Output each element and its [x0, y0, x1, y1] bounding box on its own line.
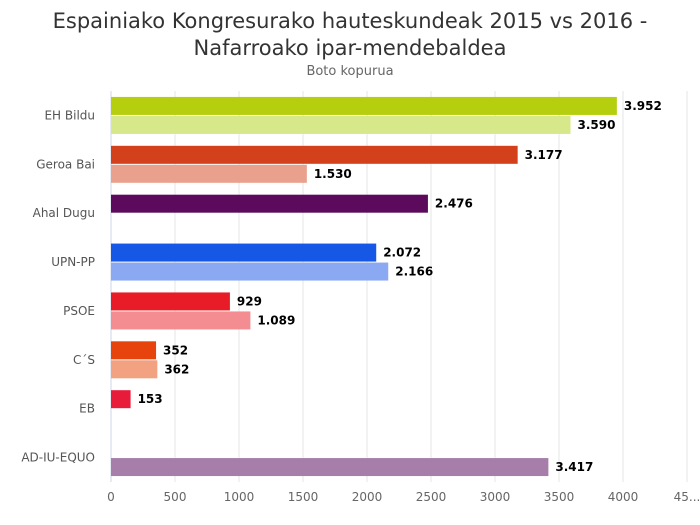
data-label-2015: 3.952	[624, 99, 662, 113]
bar-2016	[111, 115, 571, 134]
category-label: C´S	[73, 353, 95, 367]
data-label-2015: 153	[138, 392, 163, 406]
data-label-2015: 929	[237, 294, 262, 308]
x-tick-label: 0	[107, 490, 115, 504]
x-tick-label: 1000	[224, 490, 255, 504]
data-label-2015: 352	[163, 343, 188, 357]
data-label-2016: 1.530	[314, 167, 352, 181]
x-tick-label: 500	[164, 490, 187, 504]
category-label: EB	[79, 402, 95, 416]
bar-2015	[111, 390, 131, 409]
x-tick-label: 45...	[674, 490, 700, 504]
x-tick-label: 3000	[480, 490, 511, 504]
bar-2015	[111, 145, 518, 164]
x-tick-label: 1500	[288, 490, 319, 504]
x-tick-label: 2500	[416, 490, 447, 504]
data-label-2016: 1.089	[257, 313, 295, 327]
data-label-2016: 2.166	[395, 265, 433, 279]
bar-2015	[111, 243, 377, 262]
x-tick-label: 2000	[352, 490, 383, 504]
bar-2015	[111, 96, 617, 115]
bar-2016	[111, 262, 389, 281]
category-label: AD-IU-EQUO	[21, 451, 95, 465]
chart-title-line1: Espainiako Kongresurako hauteskundeak 20…	[52, 9, 648, 33]
category-label: Ahal Dugu	[33, 206, 95, 220]
bar-2015	[111, 341, 157, 360]
data-label-2015: 2.476	[435, 197, 473, 211]
data-label-2016: 362	[164, 362, 189, 376]
bar-2016	[111, 360, 158, 379]
category-label: Geroa Bai	[36, 157, 95, 171]
data-label-2016: 3.417	[555, 460, 593, 474]
bar-2015	[111, 292, 230, 311]
data-label-2016: 3.590	[578, 118, 616, 132]
x-tick-label: 4000	[608, 490, 639, 504]
x-tick-label: 3500	[544, 490, 575, 504]
data-label-2015: 3.177	[525, 148, 563, 162]
category-label: EH Bildu	[44, 108, 95, 122]
chart-title: Espainiako Kongresurako hauteskundeak 20…	[0, 8, 700, 62]
category-label: UPN-PP	[51, 255, 95, 269]
bar-2015	[111, 194, 428, 213]
bar-2016	[111, 311, 251, 330]
chart-subtitle: Boto kopurua	[306, 64, 394, 79]
chart-title-line2: Nafarroako ipar-mendebaldea	[193, 36, 507, 60]
category-label: PSOE	[63, 304, 95, 318]
data-label-2015: 2.072	[383, 246, 421, 260]
bar-2016	[111, 458, 549, 477]
bar-2016	[111, 164, 307, 183]
